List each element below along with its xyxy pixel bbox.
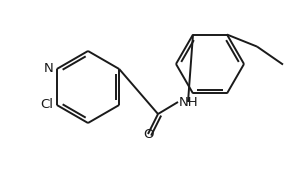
Text: N: N [44,61,54,74]
Text: Cl: Cl [40,98,53,112]
Text: O: O [143,128,153,141]
Text: NH: NH [179,95,199,108]
